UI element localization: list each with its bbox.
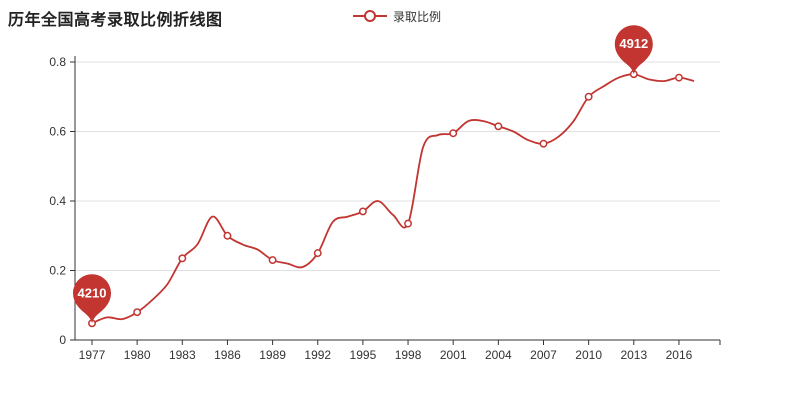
x-axis-label: 2013 (620, 348, 647, 362)
y-axis-label: 0 (59, 333, 66, 347)
max-marker-pin[interactable]: 4912 (614, 25, 653, 75)
x-axis-label: 1986 (214, 348, 241, 362)
x-axis-label: 2001 (440, 348, 467, 362)
x-axis-label: 2004 (485, 348, 512, 362)
min-marker-pin[interactable]: 4210 (73, 274, 111, 324)
pin-shape (73, 274, 111, 324)
data-point-marker[interactable] (313, 249, 322, 258)
y-axis-label: 0.6 (49, 125, 66, 139)
legend-line-circle-icon (353, 10, 387, 22)
data-point-marker[interactable] (223, 231, 232, 240)
y-axis-label: 0.2 (49, 264, 66, 278)
x-axis-label: 1998 (395, 348, 422, 362)
y-axis-label: 0.8 (49, 55, 66, 69)
x-axis-label: 1983 (169, 348, 196, 362)
pin-label: 4210 (78, 285, 107, 300)
data-point-marker[interactable] (133, 308, 142, 317)
data-point-marker[interactable] (675, 73, 683, 82)
pin-shape (614, 25, 653, 75)
data-point-marker[interactable] (178, 254, 187, 263)
x-axis-label: 1980 (124, 348, 151, 362)
data-point-marker[interactable] (584, 92, 593, 101)
y-axis-label: 0.4 (49, 194, 66, 208)
data-point-marker[interactable] (539, 139, 548, 148)
x-axis-label: 1992 (304, 348, 331, 362)
series-line (91, 73, 695, 325)
legend-label: 录取比例 (393, 9, 442, 24)
chart-title: 历年全国高考录取比例折线图 (8, 12, 223, 29)
pin-label: 4912 (619, 36, 648, 51)
data-point-marker[interactable] (268, 256, 277, 265)
x-axis-label: 2010 (575, 348, 602, 362)
data-point-marker[interactable] (358, 207, 367, 216)
data-point-marker[interactable] (404, 219, 412, 228)
x-axis-label: 2016 (666, 348, 693, 362)
x-axis-label: 1989 (259, 348, 286, 362)
x-axis-label: 1977 (79, 348, 106, 362)
data-point-marker[interactable] (494, 122, 503, 131)
x-axis-label: 1995 (350, 348, 377, 362)
x-axis-label: 2007 (530, 348, 557, 362)
legend-item-admission-ratio[interactable]: 录取比例 (352, 7, 441, 25)
data-point-marker[interactable] (449, 129, 458, 138)
